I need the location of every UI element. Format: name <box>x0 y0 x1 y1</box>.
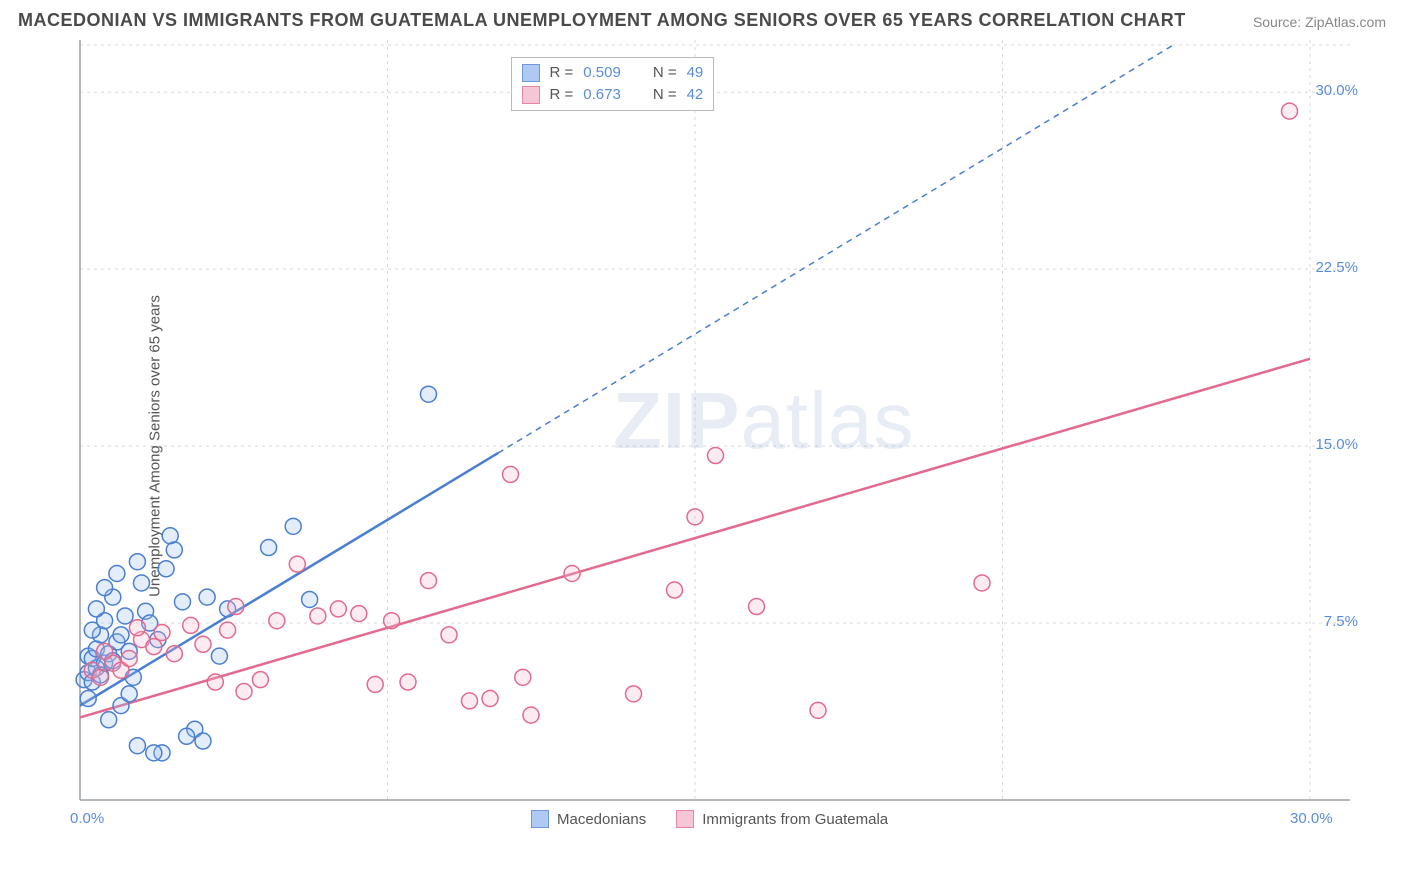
n-value: 49 <box>687 64 704 81</box>
plot-area: ZIPatlas R =0.509N =49R =0.673N =42 Mace… <box>50 40 1360 850</box>
series-legend-item: Macedonians <box>531 810 646 828</box>
y-tick-label: 15.0% <box>1315 436 1358 453</box>
n-value: 42 <box>687 86 704 103</box>
legend-row: R = 0.673 N = 42 <box>522 84 704 106</box>
series-legend: Macedonians Immigrants from Guatemala <box>531 810 888 828</box>
legend-swatch <box>676 810 694 828</box>
source-name: ZipAtlas.com <box>1305 14 1386 30</box>
x-tick-label: 0.0% <box>70 810 104 827</box>
legend-row: R = 0.509 N = 49 <box>522 62 704 84</box>
correlation-legend: R = 0.509 N = 49 R = 0.673 N = 42 <box>511 57 715 111</box>
source-credit: Source: ZipAtlas.com <box>1253 14 1386 30</box>
r-value: 0.509 <box>583 64 621 81</box>
r-label: R = <box>550 64 574 81</box>
y-tick-label: 30.0% <box>1315 82 1358 99</box>
legend-swatch <box>531 810 549 828</box>
chart-title: MACEDONIAN VS IMMIGRANTS FROM GUATEMALA … <box>18 10 1186 31</box>
legend-swatch <box>522 64 540 82</box>
y-tick-label: 7.5% <box>1324 613 1358 630</box>
r-label: R = <box>550 86 574 103</box>
n-label: N = <box>653 64 677 81</box>
x-tick-label: 30.0% <box>1290 810 1333 827</box>
source-label: Source: <box>1253 14 1301 30</box>
series-label: Immigrants from Guatemala <box>702 811 888 828</box>
r-value: 0.673 <box>583 86 621 103</box>
n-label: N = <box>653 86 677 103</box>
series-legend-item: Immigrants from Guatemala <box>676 810 888 828</box>
legend-swatch <box>522 86 540 104</box>
y-tick-label: 22.5% <box>1315 259 1358 276</box>
series-label: Macedonians <box>557 811 646 828</box>
scatter-chart <box>50 40 1360 850</box>
